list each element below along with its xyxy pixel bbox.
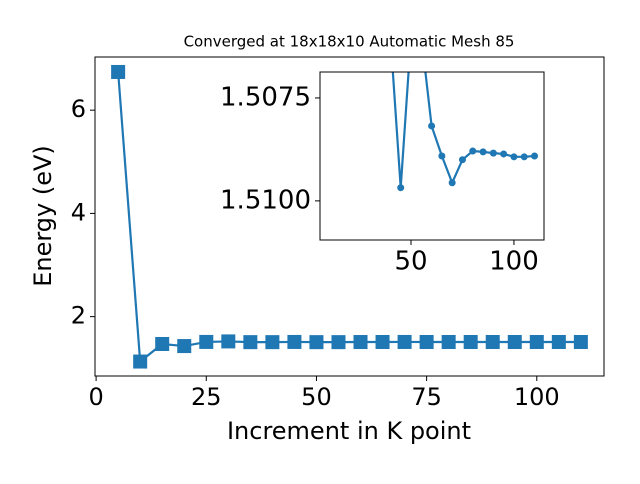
marker: [353, 335, 368, 350]
marker: [155, 336, 170, 351]
plot-content: [111, 64, 588, 369]
marker: [331, 335, 346, 350]
y-tick-label: 1.5100: [220, 185, 311, 215]
marker: [510, 153, 518, 161]
marker: [111, 64, 126, 79]
x-tick-label: 50: [301, 383, 332, 411]
marker: [573, 334, 588, 349]
marker: [309, 335, 324, 350]
marker: [531, 152, 539, 160]
x-tick-label: 50: [394, 247, 427, 277]
marker: [133, 354, 148, 369]
axes-frame: [94, 56, 605, 377]
x-tick-label: 75: [411, 383, 442, 411]
marker: [177, 339, 192, 354]
marker: [463, 334, 478, 349]
y-tick-label: 6: [71, 95, 86, 123]
marker: [287, 334, 302, 349]
y-axis-label: Energy (eV): [29, 145, 57, 287]
marker: [489, 149, 497, 157]
chart-title: Converged at 18x18x10 Automatic Mesh 85: [184, 33, 515, 51]
marker: [397, 184, 405, 192]
x-tick-label: 100: [514, 383, 560, 411]
marker: [485, 334, 500, 349]
plot-area: [320, 72, 544, 240]
axes-frame: [319, 71, 545, 241]
y-tick-label: 2: [71, 302, 86, 330]
marker: [397, 334, 412, 349]
plot-content: [391, 72, 539, 192]
marker: [551, 334, 566, 349]
marker: [428, 122, 436, 130]
marker: [221, 334, 236, 349]
marker: [529, 334, 544, 349]
x-axis-label: Increment in K point: [227, 417, 471, 445]
marker: [438, 152, 446, 160]
marker: [500, 150, 508, 158]
marker: [469, 147, 477, 155]
marker: [520, 153, 528, 161]
marker: [375, 334, 390, 349]
x-tick-label: 25: [191, 383, 222, 411]
y-tick-label: 4: [71, 198, 86, 226]
marker: [199, 334, 214, 349]
x-tick-label: 0: [88, 383, 103, 411]
series-line: [117, 71, 581, 364]
marker: [265, 335, 280, 350]
marker: [419, 334, 434, 349]
marker: [507, 334, 522, 349]
marker: [243, 335, 258, 350]
marker: [458, 156, 466, 164]
marker: [479, 148, 487, 156]
x-tick-label: 100: [489, 247, 539, 277]
y-tick-label: 1.5075: [220, 82, 311, 112]
marker: [448, 179, 456, 187]
marker: [441, 334, 456, 349]
